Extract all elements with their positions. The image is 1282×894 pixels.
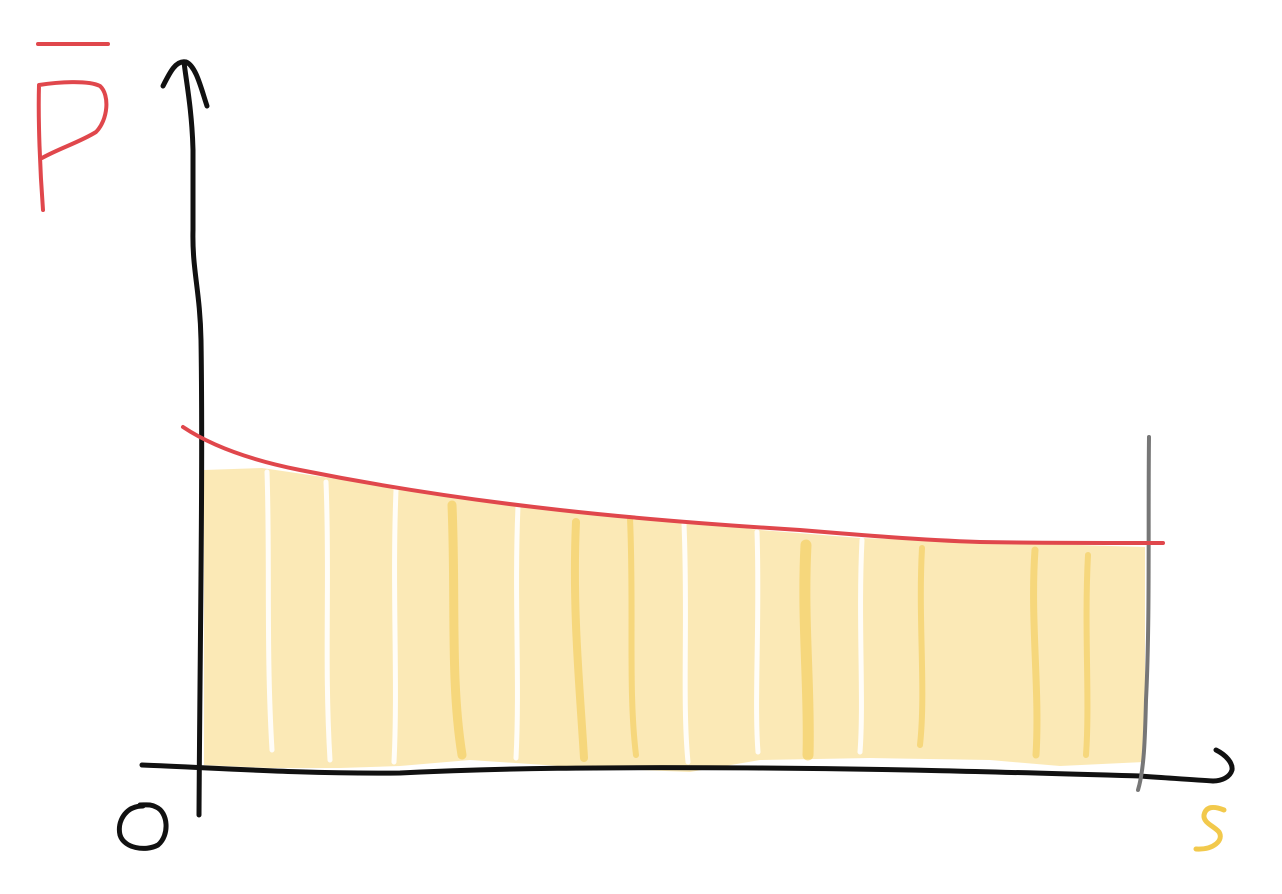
origin-label-text: 0 [126,802,158,860]
strip-seams [264,469,865,765]
y-axis-label-text: P̄ [45,66,99,172]
y-axis-label: P̄ [36,42,110,212]
shaded-area-base [204,468,1145,772]
boundary-line [1136,435,1151,792]
y-axis [181,59,205,818]
strip-streaks [447,500,1091,762]
curve [181,425,1165,545]
origin-label: 0 [116,802,169,860]
y-axis-label-glyph [36,80,109,212]
x-axis-arrowhead [1210,747,1235,784]
y-axis-arrowhead [160,59,210,109]
origin-label-glyph [116,802,169,851]
x-axis [139,762,1216,784]
x-axis-label-text: s [1199,804,1225,862]
shaded-area [204,468,1145,772]
x-axis-label-glyph [1193,804,1227,852]
x-axis-label: s [1193,804,1227,862]
